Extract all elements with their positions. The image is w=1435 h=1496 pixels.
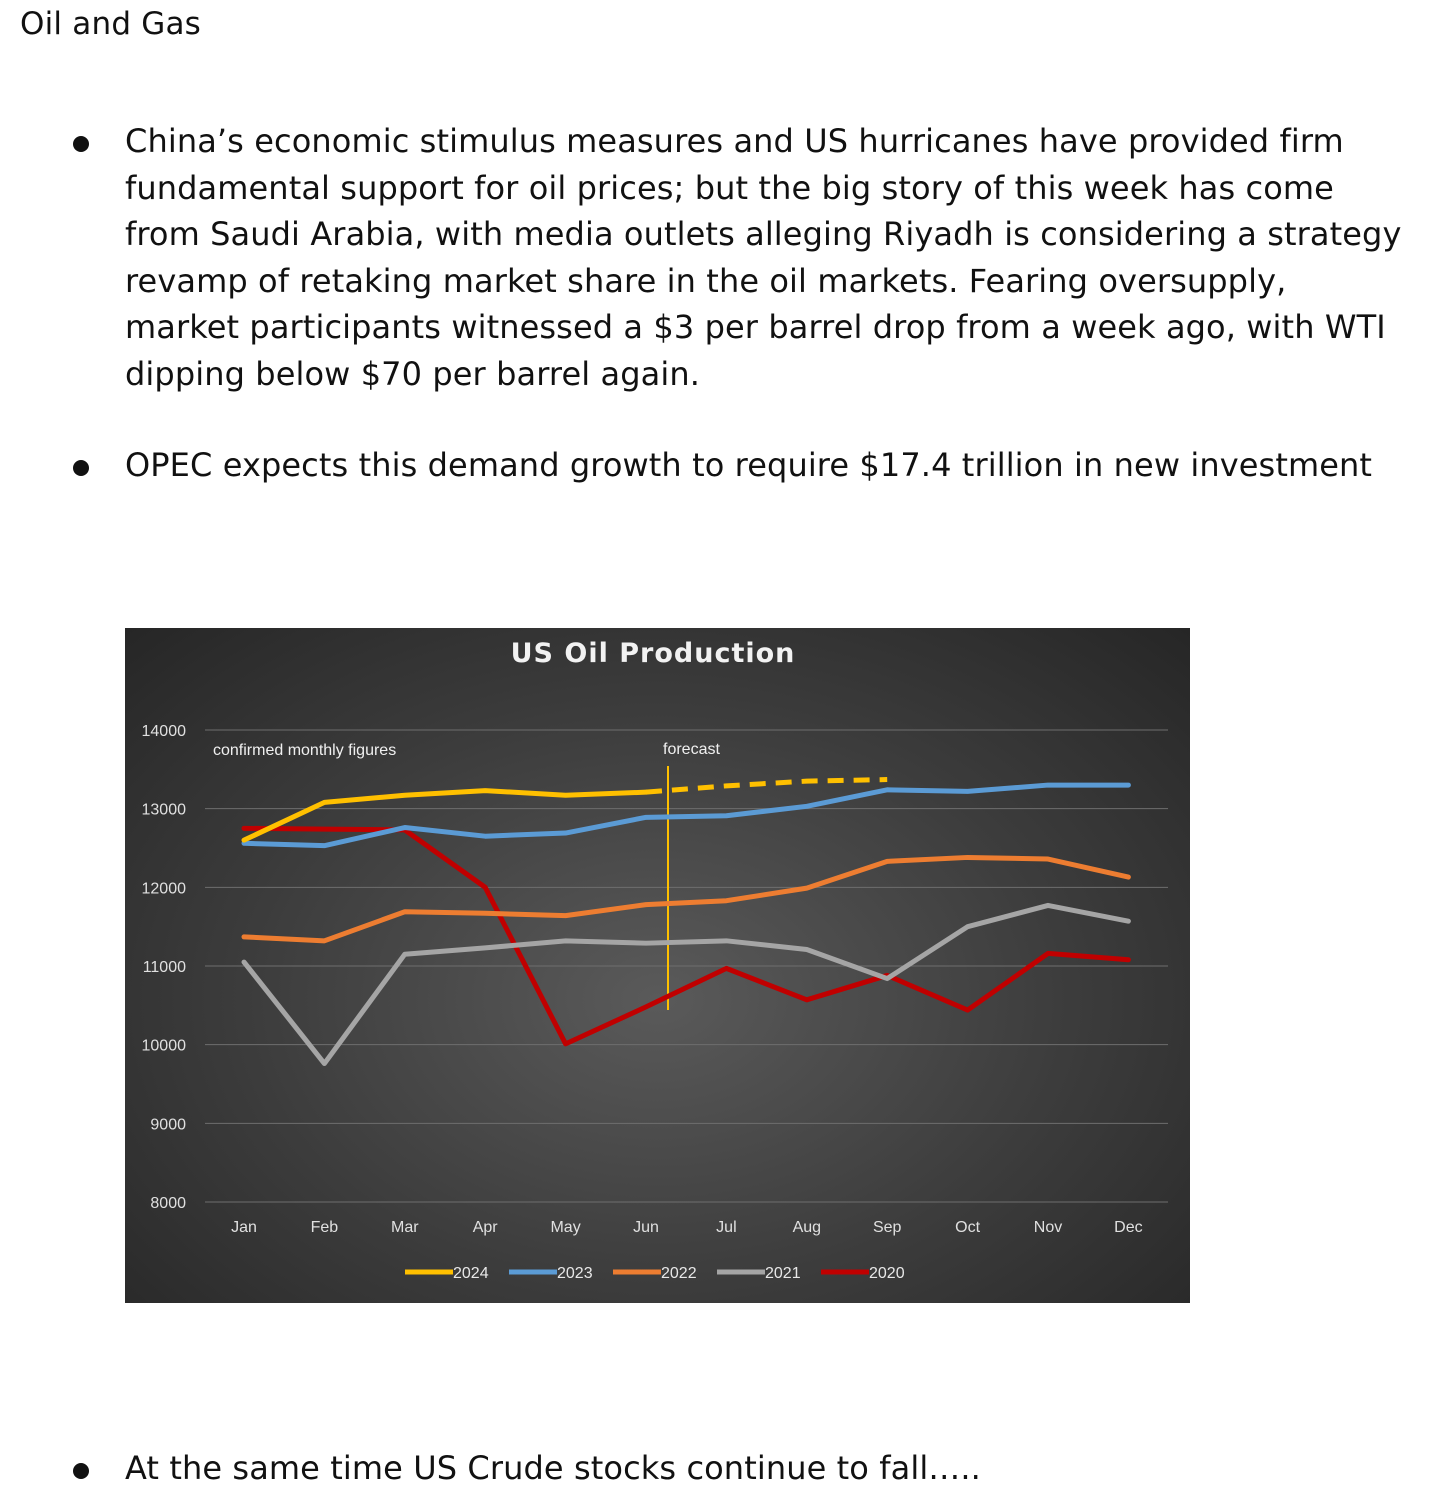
legend-label-2024: 2024	[453, 1265, 489, 1282]
bullet-paragraph-opec-investment: OPEC expects this demand growth to requi…	[125, 446, 1373, 484]
bullet-marker	[73, 136, 89, 152]
us-oil-production-chart: US Oil Production 14000 13000 12000 11000 100…	[125, 628, 1190, 1303]
legend-label-2023: 2023	[557, 1265, 593, 1282]
series-line-2024	[241, 788, 649, 843]
chart-title: US Oil Production	[511, 638, 796, 669]
x-tick-label: Nov	[1034, 1219, 1062, 1236]
bullet-paragraph-crude-stocks: At the same time US Crude stocks continu…	[125, 1449, 981, 1487]
y-tick-label: 13000	[142, 802, 187, 819]
y-tick-label: 10000	[142, 1038, 187, 1055]
y-tick-label: 8000	[150, 1195, 186, 1212]
x-tick-label: Apr	[473, 1219, 499, 1236]
x-tick-label: Aug	[793, 1219, 821, 1236]
series-line-2023	[241, 782, 1131, 849]
y-tick-label: 11000	[143, 959, 186, 976]
x-tick-label: Dec	[1114, 1219, 1142, 1236]
page-heading: Oil and Gas	[20, 6, 202, 42]
series-line-2021	[241, 902, 1131, 1067]
series-line-2022	[241, 854, 1131, 944]
y-tick-label: 9000	[150, 1116, 186, 1133]
series-forecast-line-2024	[645, 777, 888, 795]
x-tick-label: Jul	[716, 1219, 736, 1236]
y-tick-label: 12000	[142, 880, 187, 897]
y-tick-label: 14000	[142, 723, 187, 740]
x-tick-label: Mar	[391, 1219, 419, 1236]
legend-label-2022: 2022	[661, 1265, 697, 1282]
bullet-marker	[73, 1463, 89, 1479]
x-tick-label: Feb	[311, 1219, 339, 1236]
chart-canvas: US Oil Production 14000 13000 12000 11000 100…	[142, 638, 1168, 1282]
series-line-2020	[241, 825, 1131, 1047]
legend-label-2020: 2020	[869, 1265, 905, 1282]
x-tick-label: Oct	[955, 1219, 980, 1236]
legend-label-2021: 2021	[765, 1265, 801, 1282]
bullet-marker	[73, 460, 89, 476]
confirmed-figures-annotation: confirmed monthly figures	[213, 742, 396, 759]
x-tick-label: Sep	[873, 1219, 902, 1236]
x-tick-label: Jan	[231, 1219, 257, 1236]
bullet-paragraph-oil-prices: China’s economic stimulus measures and U…	[125, 122, 1402, 393]
x-tick-label: May	[550, 1219, 580, 1236]
x-tick-label: Jun	[633, 1219, 659, 1236]
forecast-annotation: forecast	[663, 741, 720, 758]
